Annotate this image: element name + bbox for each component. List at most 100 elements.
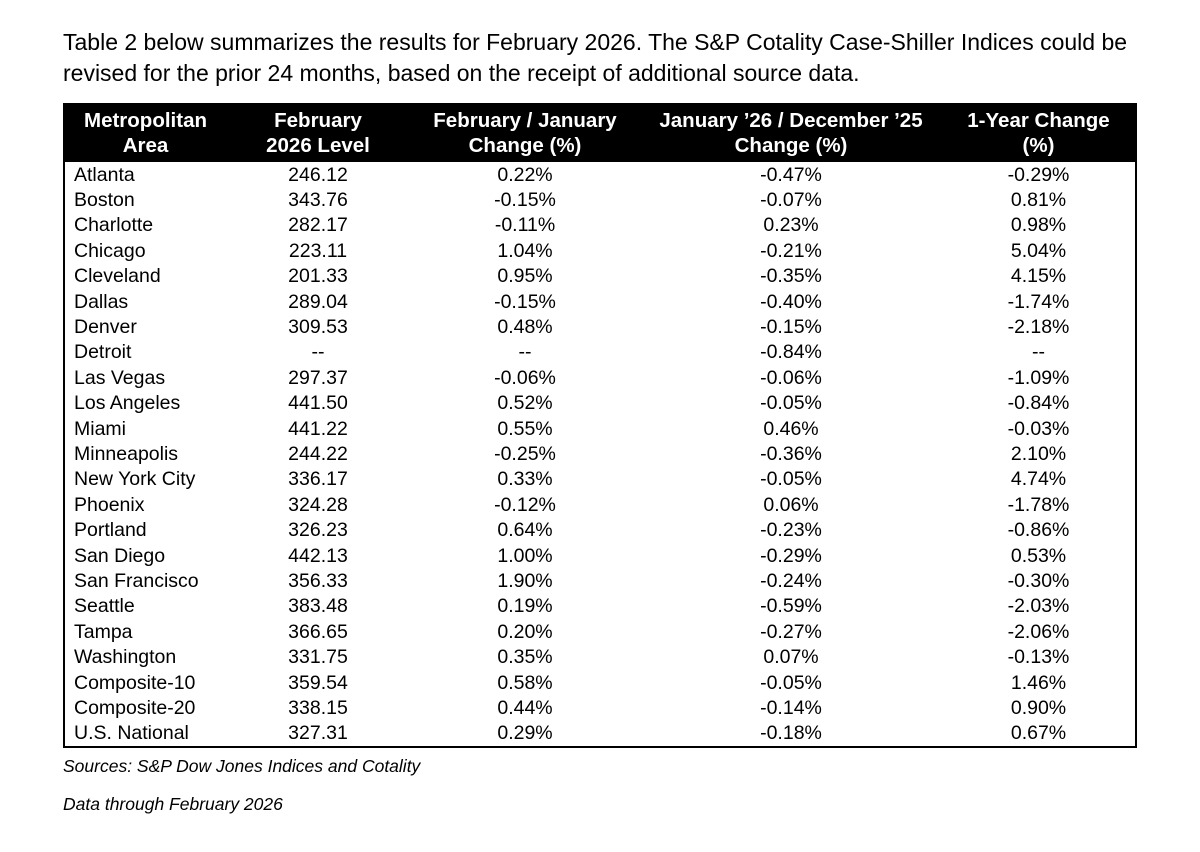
table-row: San Francisco 356.33 1.90% -0.24% -0.30% — [64, 568, 1136, 593]
cell-area: Atlanta — [74, 163, 135, 186]
cell-jan-dec: -0.40% — [760, 290, 822, 313]
cell-jan-dec: -0.18% — [760, 722, 822, 745]
table-row: Denver 309.53 0.48% -0.15% -2.18% — [64, 314, 1136, 339]
cell-level: 201.33 — [288, 265, 348, 288]
cell-level: 336.17 — [288, 468, 348, 491]
table-row: Minneapolis 244.22 -0.25% -0.36% 2.10% — [64, 441, 1136, 466]
cell-feb-jan: 0.29% — [497, 722, 553, 745]
table-row: Chicago 223.11 1.04% -0.21% 5.04% — [64, 238, 1136, 263]
footer-data-through: Data through February 2026 — [63, 793, 283, 814]
cell-feb-jan: -0.25% — [494, 442, 556, 465]
table-row: San Diego 442.13 1.00% -0.29% 0.53% — [64, 543, 1136, 568]
table-row: Los Angeles 441.50 0.52% -0.05% -0.84% — [64, 391, 1136, 416]
table-header: Metropolitan Area February 2026 Level Fe… — [64, 104, 1136, 162]
cell-level: 246.12 — [288, 163, 348, 186]
cell-feb-jan: 1.04% — [497, 239, 553, 262]
cell-jan-dec: -0.06% — [760, 366, 822, 389]
cell-feb-jan: 0.35% — [497, 646, 553, 669]
cell-area: San Diego — [74, 544, 166, 567]
cell-one-year: 0.98% — [1010, 214, 1067, 237]
cell-one-year: 4.15% — [1010, 265, 1067, 288]
table-row: Composite-20 338.15 0.44% -0.14% 0.90% — [64, 695, 1136, 720]
cell-jan-dec: -0.29% — [760, 544, 822, 567]
cell-level: 326.23 — [288, 519, 348, 542]
cell-feb-jan: 0.64% — [497, 519, 553, 542]
cell-area: Cleveland — [74, 265, 161, 288]
cell-level: 343.76 — [288, 189, 348, 212]
results-table: Metropolitan Area February 2026 Level Fe… — [63, 103, 1137, 748]
cell-area: Las Vegas — [74, 366, 166, 389]
cell-jan-dec: -0.84% — [760, 341, 822, 364]
cell-one-year: 0.53% — [1010, 544, 1067, 567]
cell-jan-dec: -0.36% — [760, 442, 822, 465]
header-1-year-change: 1-Year Change (%) — [942, 104, 1136, 162]
table-row: Las Vegas 297.37 -0.06% -0.06% -1.09% — [64, 365, 1136, 390]
cell-one-year: -- — [1032, 341, 1045, 364]
table-row: Composite-10 359.54 0.58% -0.05% 1.46% — [64, 670, 1136, 695]
cell-jan-dec: -0.05% — [760, 671, 822, 694]
table-row: Atlanta 246.12 0.22% -0.47% -0.29% — [64, 162, 1136, 187]
table-row: Detroit -- -- -0.84% -- — [64, 340, 1136, 365]
cell-one-year: -0.84% — [1007, 392, 1070, 415]
cell-level: 324.28 — [288, 493, 348, 516]
cell-area: Boston — [74, 189, 135, 212]
cell-jan-dec: 0.07% — [763, 646, 819, 669]
cell-feb-jan: 0.48% — [497, 316, 553, 339]
cell-feb-jan: -0.12% — [494, 493, 556, 516]
cell-one-year: -1.74% — [1007, 290, 1070, 313]
cell-level: 441.22 — [288, 417, 348, 440]
header-metropolitan-area: Metropolitan Area — [64, 104, 226, 162]
cell-level: 359.54 — [288, 671, 348, 694]
cell-level: 244.22 — [288, 442, 348, 465]
cell-area: Charlotte — [74, 214, 154, 237]
cell-jan-dec: -0.47% — [760, 163, 822, 186]
cell-one-year: -0.29% — [1007, 163, 1070, 186]
table-row: Washington 331.75 0.35% 0.07% -0.13% — [64, 644, 1136, 669]
cell-level: 331.75 — [288, 646, 348, 669]
cell-jan-dec: 0.46% — [763, 417, 819, 440]
cell-level: 309.53 — [288, 316, 348, 339]
cell-feb-jan: -- — [518, 341, 532, 364]
cell-area: U.S. National — [74, 722, 189, 745]
cell-area: Seattle — [74, 595, 135, 618]
cell-area: Los Angeles — [74, 392, 181, 415]
cell-one-year: -0.13% — [1007, 646, 1070, 669]
cell-feb-jan: -0.15% — [494, 189, 556, 212]
cell-feb-jan: 0.95% — [497, 265, 553, 288]
cell-level: 442.13 — [288, 544, 348, 567]
cell-jan-dec: -0.23% — [760, 519, 822, 542]
cell-area: Denver — [74, 316, 137, 339]
cell-feb-jan: 1.90% — [497, 569, 553, 592]
cell-area: San Francisco — [74, 569, 199, 592]
header-jan-dec-change: January ’26 / December ’25 Change (%) — [640, 104, 942, 162]
cell-level: 356.33 — [288, 569, 348, 592]
cell-area: Composite-10 — [74, 671, 196, 694]
cell-level: 327.31 — [288, 722, 348, 745]
cell-one-year: 0.67% — [1010, 722, 1067, 745]
cell-one-year: -0.86% — [1007, 519, 1070, 542]
table-row: Seattle 383.48 0.19% -0.59% -2.03% — [64, 594, 1136, 619]
cell-jan-dec: 0.06% — [763, 493, 819, 516]
cell-area: Miami — [74, 417, 126, 440]
cell-feb-jan: 0.52% — [497, 392, 553, 415]
table-row: Tampa 366.65 0.20% -0.27% -2.06% — [64, 619, 1136, 644]
cell-one-year: -1.78% — [1007, 493, 1070, 516]
cell-area: New York City — [74, 468, 196, 491]
cell-area: Chicago — [74, 239, 146, 262]
table-row: Charlotte 282.17 -0.11% 0.23% 0.98% — [64, 213, 1136, 238]
cell-jan-dec: -0.59% — [760, 595, 822, 618]
cell-area: Dallas — [74, 290, 129, 313]
cell-level: 338.15 — [288, 696, 348, 719]
cell-jan-dec: 0.23% — [763, 214, 819, 237]
table-row: Miami 441.22 0.55% 0.46% -0.03% — [64, 416, 1136, 441]
cell-feb-jan: 0.22% — [497, 163, 553, 186]
cell-jan-dec: -0.15% — [760, 316, 822, 339]
cell-feb-jan: 1.00% — [497, 544, 553, 567]
table-row: Portland 326.23 0.64% -0.23% -0.86% — [64, 517, 1136, 542]
cell-one-year: -0.03% — [1007, 417, 1070, 440]
cell-one-year: -0.30% — [1007, 569, 1070, 592]
footer-sources: Sources: S&P Dow Jones Indices and Cotal… — [63, 755, 421, 776]
cell-level: 297.37 — [288, 366, 348, 389]
table-row: Phoenix 324.28 -0.12% 0.06% -1.78% — [64, 492, 1136, 517]
